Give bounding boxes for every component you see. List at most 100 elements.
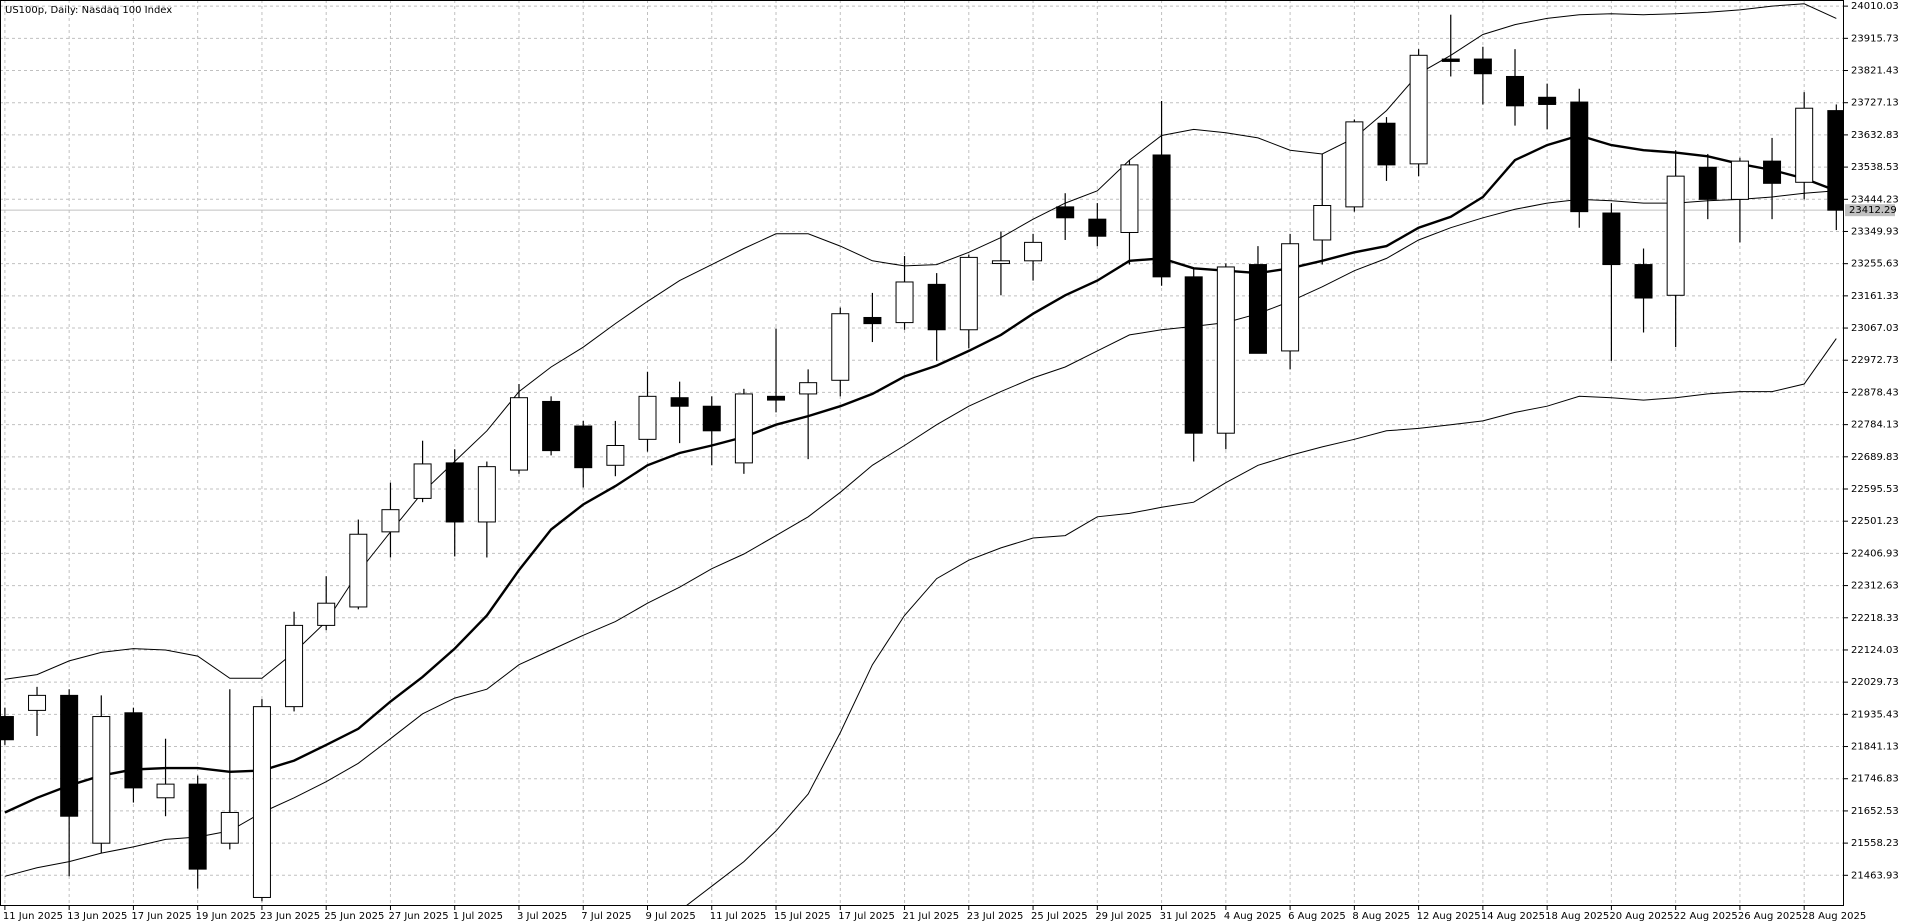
y-tick-label: 22689.83 (1851, 452, 1899, 463)
candle-body (863, 316, 882, 325)
x-tick-label: 21 Jul 2025 (903, 911, 960, 922)
x-tick-label: 23 Jul 2025 (967, 911, 1024, 922)
y-tick-label: 22595.53 (1851, 484, 1899, 495)
x-tick-label: 8 Aug 2025 (1352, 911, 1410, 922)
y-tick-label: 21463.93 (1851, 870, 1899, 881)
x-tick-label: 22 Aug 2025 (1674, 911, 1738, 922)
x-tick-label: 11 Jun 2025 (3, 911, 63, 922)
candle-body (831, 313, 850, 381)
y-tick-label: 21935.43 (1851, 709, 1899, 720)
x-tick-label: 14 Aug 2025 (1481, 911, 1545, 922)
x-tick-label: 23 Jun 2025 (260, 911, 320, 922)
y-tick-label: 23161.33 (1851, 291, 1899, 302)
candle-body (1409, 54, 1428, 165)
candle-body (927, 283, 946, 331)
x-tick-label: 13 Jun 2025 (67, 911, 127, 922)
y-tick-label: 23255.63 (1851, 259, 1899, 270)
candle-body (317, 602, 336, 626)
candle-body (1024, 241, 1043, 262)
candle-body (509, 397, 528, 471)
candle-body (1281, 243, 1300, 352)
candle-body (413, 463, 432, 499)
candle-body (895, 281, 914, 324)
candle-body (799, 382, 818, 395)
candle-body (1570, 101, 1589, 213)
candle-body (734, 393, 753, 464)
candle-body (124, 712, 143, 789)
candle-body (1377, 122, 1396, 166)
candle-body (1506, 75, 1525, 107)
candle-body (638, 395, 657, 440)
y-tick-label: 22029.73 (1851, 677, 1899, 688)
candle-body (1538, 96, 1557, 105)
candle-body (28, 694, 47, 711)
x-tick-label: 12 Aug 2025 (1417, 911, 1481, 922)
candle-body (670, 397, 689, 407)
candle-body (1248, 264, 1267, 354)
x-tick-label: 17 Jul 2025 (838, 911, 895, 922)
x-tick-label: 26 Aug 2025 (1738, 911, 1802, 922)
candle-body (991, 260, 1010, 265)
x-tick-label: 19 Jun 2025 (196, 911, 256, 922)
candle-body (60, 694, 79, 817)
indicator-line (4, 134, 1837, 814)
candle-body (0, 716, 14, 741)
x-tick-label: 4 Aug 2025 (1224, 911, 1282, 922)
candle-body (1088, 218, 1107, 237)
candle-body (1634, 264, 1653, 299)
candle-body (606, 444, 625, 466)
x-tick-label: 25 Jun 2025 (324, 911, 384, 922)
grid (0, 0, 1844, 906)
y-tick-label: 21746.83 (1851, 774, 1899, 785)
y-tick-label: 23821.43 (1851, 66, 1899, 77)
candle-body (1441, 58, 1460, 62)
candle-body (1120, 164, 1139, 233)
y-tick-label: 22784.13 (1851, 420, 1899, 431)
y-tick-label: 22878.43 (1851, 387, 1899, 398)
y-tick-label: 21841.13 (1851, 742, 1899, 753)
candle-body (1313, 205, 1332, 241)
candle-body (220, 811, 239, 844)
y-tick-label: 22218.33 (1851, 613, 1899, 624)
indicator-line (4, 190, 1837, 877)
candle-body (1056, 206, 1075, 219)
y-tick-label: 22124.03 (1851, 645, 1899, 656)
y-tick-label: 23349.93 (1851, 226, 1899, 237)
candle-body (188, 783, 207, 870)
x-tick-label: 9 Jul 2025 (646, 911, 696, 922)
candle-body (1216, 266, 1235, 434)
chart-title: US100p, Daily: Nasdaq 100 Index (5, 5, 172, 16)
candle-body (252, 706, 271, 898)
candle-body (959, 256, 978, 331)
y-tick-label: 22972.73 (1851, 355, 1899, 366)
y-tick-label: 23538.53 (1851, 162, 1899, 173)
y-tick-label: 21558.23 (1851, 838, 1899, 849)
candle-body (574, 425, 593, 469)
candle-body (1795, 107, 1814, 183)
candle-body (445, 462, 464, 523)
x-tick-label: 15 Jul 2025 (774, 911, 831, 922)
x-tick-label: 20 Aug 2025 (1609, 911, 1673, 922)
candle-body (1666, 175, 1685, 296)
x-tick-label: 6 Aug 2025 (1288, 911, 1346, 922)
axes: 24010.03 23915.73 23821.43 23727.13 23632.83… (3, 1, 1899, 922)
y-tick-label: 23444.23 (1851, 194, 1899, 205)
candle-body (702, 405, 721, 432)
indicator-line (4, 3, 1837, 680)
x-tick-label: 28 Aug 2025 (1802, 911, 1866, 922)
candle-body (1152, 154, 1171, 278)
current-price-label: 23412.29 (1849, 205, 1897, 216)
candle-body (1763, 160, 1782, 184)
x-tick-label: 7 Jul 2025 (581, 911, 631, 922)
candle-body (477, 466, 496, 523)
x-tick-label: 25 Jul 2025 (1031, 911, 1088, 922)
y-tick-label: 21652.53 (1851, 806, 1899, 817)
current-price-box (1845, 204, 1895, 217)
candle-body (156, 783, 175, 799)
candle-body (285, 624, 304, 708)
plot (0, 3, 1844, 906)
candle-body (1827, 110, 1844, 211)
plot-border (0, 0, 1844, 906)
